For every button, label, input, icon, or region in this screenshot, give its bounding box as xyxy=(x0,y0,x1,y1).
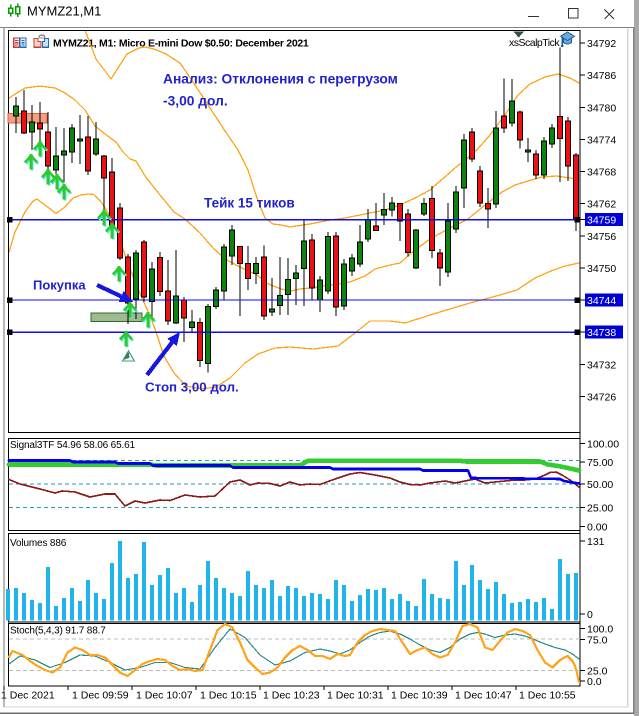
svg-text:1 Dec 09:59: 1 Dec 09:59 xyxy=(72,690,129,702)
svg-text:1 Dec 10:07: 1 Dec 10:07 xyxy=(136,690,193,702)
svg-text:50.00: 50.00 xyxy=(587,479,613,491)
svg-text:100.00: 100.00 xyxy=(587,438,619,450)
svg-text:34774: 34774 xyxy=(587,134,616,146)
svg-text:34762: 34762 xyxy=(587,199,616,211)
svg-text:0.00: 0.00 xyxy=(587,521,608,533)
svg-text:1 Dec 10:55: 1 Dec 10:55 xyxy=(519,690,576,702)
svg-text:34756: 34756 xyxy=(587,231,616,243)
svg-text:1 Dec 10:47: 1 Dec 10:47 xyxy=(455,690,512,702)
svg-text:1 Dec 10:39: 1 Dec 10:39 xyxy=(391,690,448,702)
svg-text:100.0: 100.0 xyxy=(587,624,613,636)
svg-text:25.0: 25.0 xyxy=(587,665,608,677)
svg-text:25.00: 25.00 xyxy=(587,503,613,515)
svg-text:131: 131 xyxy=(587,536,605,548)
svg-text:1 Dec 10:23: 1 Dec 10:23 xyxy=(263,690,320,702)
svg-text:34744: 34744 xyxy=(587,295,616,307)
svg-text:MYMZ21,M1: MYMZ21,M1 xyxy=(27,4,101,19)
svg-text:-3,00 дол.: -3,00 дол. xyxy=(163,94,228,109)
svg-text:0.0: 0.0 xyxy=(587,676,602,688)
svg-text:1 Dec 2021: 1 Dec 2021 xyxy=(1,690,55,702)
svg-text:34732: 34732 xyxy=(587,359,616,371)
svg-text:34750: 34750 xyxy=(587,263,616,275)
svg-text:34786: 34786 xyxy=(587,70,616,82)
svg-text:1 Dec 10:15: 1 Dec 10:15 xyxy=(200,690,257,702)
svg-text:Stoch(5,4,3) 91.7 88.7: Stoch(5,4,3) 91.7 88.7 xyxy=(10,626,106,637)
svg-text:Стоп 3,00 дол.: Стоп 3,00 дол. xyxy=(145,380,239,395)
svg-text:34738: 34738 xyxy=(587,327,616,339)
svg-text:34726: 34726 xyxy=(587,391,616,403)
svg-text:34780: 34780 xyxy=(587,102,616,114)
svg-text:75.00: 75.00 xyxy=(587,457,613,469)
svg-text:xsScalpTick: xsScalpTick xyxy=(509,37,560,49)
svg-text:Volumes 886: Volumes 886 xyxy=(10,538,67,549)
svg-text:MYMZ21, M1: Micro E-mini Dow: MYMZ21, M1: Micro E-mini Dow $0.50: Dece… xyxy=(53,38,309,50)
svg-text:34768: 34768 xyxy=(587,167,616,179)
svg-text:34759: 34759 xyxy=(587,215,616,227)
svg-text:0: 0 xyxy=(587,609,593,621)
svg-text:Покупка: Покупка xyxy=(33,278,86,293)
svg-text:1 Dec 10:31: 1 Dec 10:31 xyxy=(327,690,384,702)
svg-text:34792: 34792 xyxy=(587,38,616,50)
svg-text:Signal3TF 54.96 58.06 65.61: Signal3TF 54.96 58.06 65.61 xyxy=(10,440,136,451)
svg-text:75.0: 75.0 xyxy=(587,635,608,647)
svg-text:Анализ: Отклонения с перегрузо: Анализ: Отклонения с перегрузом xyxy=(163,72,398,87)
svg-text:Тейк 15 тиков: Тейк 15 тиков xyxy=(204,196,295,211)
